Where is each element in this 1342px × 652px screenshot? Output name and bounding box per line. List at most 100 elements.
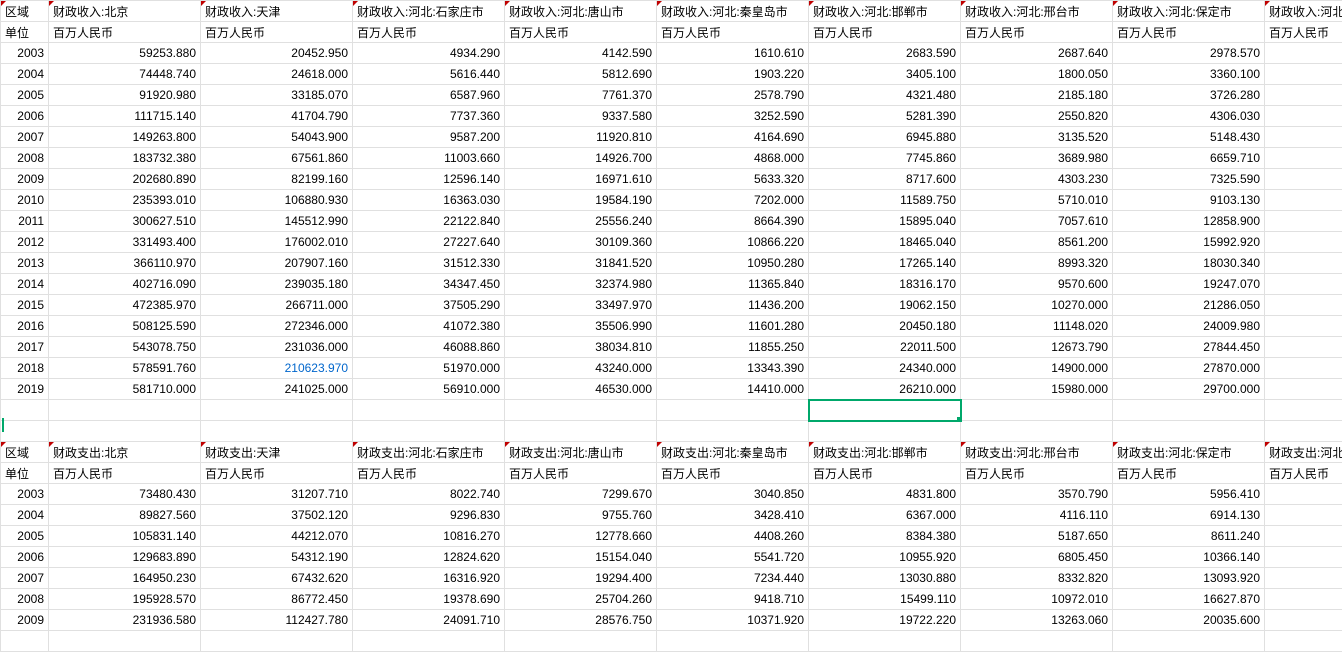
data-cell[interactable]: 4934.290 bbox=[353, 43, 505, 64]
data-cell[interactable]: 6861.340 bbox=[1265, 547, 1342, 568]
data-cell[interactable]: 183732.380 bbox=[49, 148, 201, 169]
data-cell[interactable]: 164950.230 bbox=[49, 568, 201, 589]
row-header-cell[interactable]: 区域 bbox=[1, 442, 49, 463]
data-cell[interactable]: 8022.740 bbox=[353, 484, 505, 505]
data-cell[interactable]: 207907.160 bbox=[201, 253, 353, 274]
data-cell[interactable]: 11003.660 bbox=[353, 148, 505, 169]
data-cell[interactable]: 91920.980 bbox=[49, 85, 201, 106]
data-cell[interactable]: 86772.450 bbox=[201, 589, 353, 610]
data-cell[interactable]: 21286.050 bbox=[1113, 295, 1265, 316]
column-header-cell[interactable]: 财政收入:河北:保定市 bbox=[1113, 1, 1265, 22]
data-cell[interactable] bbox=[49, 631, 201, 652]
unit-cell[interactable]: 百万人民币 bbox=[657, 463, 809, 484]
data-cell[interactable]: 2427.640 bbox=[1265, 106, 1342, 127]
row-header-cell[interactable]: 2005 bbox=[1, 85, 49, 106]
data-cell[interactable]: 41072.380 bbox=[353, 316, 505, 337]
data-cell[interactable]: 6587.960 bbox=[353, 85, 505, 106]
row-header-cell[interactable]: 2010 bbox=[1, 190, 49, 211]
data-cell[interactable]: 6914.130 bbox=[1113, 505, 1265, 526]
data-cell[interactable]: 20035.600 bbox=[1113, 610, 1265, 631]
data-cell[interactable]: 105831.140 bbox=[49, 526, 201, 547]
data-cell[interactable]: 2111.360 bbox=[1265, 85, 1342, 106]
data-cell[interactable]: 12824.620 bbox=[353, 547, 505, 568]
data-cell[interactable]: 5541.720 bbox=[657, 547, 809, 568]
row-header-cell[interactable]: 2008 bbox=[1, 589, 49, 610]
data-cell[interactable]: 41704.790 bbox=[201, 106, 353, 127]
data-cell[interactable]: 543078.750 bbox=[49, 337, 201, 358]
data-cell[interactable]: 10270.000 bbox=[961, 295, 1113, 316]
data-cell[interactable]: 176002.010 bbox=[201, 232, 353, 253]
data-cell[interactable]: 82199.160 bbox=[201, 169, 353, 190]
data-cell[interactable]: 5187.650 bbox=[961, 526, 1113, 547]
unit-cell[interactable]: 百万人民币 bbox=[961, 22, 1113, 43]
data-cell[interactable]: 11108.990 bbox=[1265, 589, 1342, 610]
data-cell[interactable]: 12858.900 bbox=[1113, 211, 1265, 232]
data-cell[interactable]: 44212.070 bbox=[201, 526, 353, 547]
data-cell[interactable]: 17265.140 bbox=[809, 253, 961, 274]
data-cell[interactable]: 2683.590 bbox=[809, 43, 961, 64]
data-cell[interactable]: 4164.690 bbox=[657, 127, 809, 148]
row-header-cell[interactable]: 2013 bbox=[1, 253, 49, 274]
row-header-cell[interactable] bbox=[1, 631, 49, 652]
column-header-cell[interactable]: 财政收入:天津 bbox=[201, 1, 353, 22]
data-cell[interactable]: 300627.510 bbox=[49, 211, 201, 232]
data-cell[interactable]: 15980.000 bbox=[961, 379, 1113, 400]
data-cell[interactable] bbox=[657, 400, 809, 421]
column-header-cell[interactable]: 财政收入:河北:邯郸市 bbox=[809, 1, 961, 22]
data-cell[interactable]: 10955.920 bbox=[809, 547, 961, 568]
row-header-cell[interactable]: 2006 bbox=[1, 547, 49, 568]
data-cell[interactable]: 241025.000 bbox=[201, 379, 353, 400]
data-cell[interactable]: 18465.040 bbox=[809, 232, 961, 253]
data-cell[interactable]: 73480.430 bbox=[49, 484, 201, 505]
data-cell[interactable]: 2978.570 bbox=[1113, 43, 1265, 64]
row-header-cell[interactable]: 2005 bbox=[1, 526, 49, 547]
data-cell[interactable] bbox=[809, 421, 961, 442]
data-cell[interactable]: 3405.100 bbox=[809, 64, 961, 85]
data-cell[interactable]: 8298.700 bbox=[1265, 211, 1342, 232]
data-cell[interactable]: 10366.140 bbox=[1113, 547, 1265, 568]
data-cell[interactable]: 9570.600 bbox=[961, 274, 1113, 295]
selected-cell[interactable] bbox=[809, 400, 961, 421]
data-cell[interactable]: 5269.790 bbox=[1265, 505, 1342, 526]
data-cell[interactable]: 3135.520 bbox=[961, 127, 1113, 148]
unit-cell[interactable]: 百万人民币 bbox=[49, 463, 201, 484]
data-cell[interactable] bbox=[505, 421, 657, 442]
data-cell[interactable]: 59253.880 bbox=[49, 43, 201, 64]
data-cell[interactable] bbox=[505, 631, 657, 652]
data-cell[interactable]: 13263.060 bbox=[961, 610, 1113, 631]
data-cell[interactable]: 14410.000 bbox=[657, 379, 809, 400]
data-cell[interactable]: 3040.850 bbox=[657, 484, 809, 505]
data-cell[interactable] bbox=[49, 421, 201, 442]
data-cell[interactable]: 3252.590 bbox=[657, 106, 809, 127]
unit-cell[interactable]: 百万人民币 bbox=[201, 22, 353, 43]
data-cell[interactable]: 31841.520 bbox=[505, 253, 657, 274]
column-header-cell[interactable]: 财政支出:河北:张家口市 bbox=[1265, 442, 1342, 463]
data-cell[interactable]: 51970.000 bbox=[353, 358, 505, 379]
data-cell[interactable] bbox=[201, 400, 353, 421]
data-cell[interactable]: 7202.000 bbox=[657, 190, 809, 211]
data-cell[interactable]: 19722.220 bbox=[809, 610, 961, 631]
data-cell[interactable]: 11846.770 bbox=[1265, 253, 1342, 274]
data-cell[interactable]: 18316.170 bbox=[809, 274, 961, 295]
data-cell[interactable]: 5812.690 bbox=[505, 64, 657, 85]
data-cell[interactable]: 14926.700 bbox=[505, 148, 657, 169]
data-cell[interactable]: 9587.200 bbox=[353, 127, 505, 148]
data-cell[interactable]: 6805.450 bbox=[961, 547, 1113, 568]
data-cell[interactable]: 31207.710 bbox=[201, 484, 353, 505]
unit-cell[interactable]: 百万人民币 bbox=[809, 463, 961, 484]
row-header-cell[interactable]: 单位 bbox=[1, 22, 49, 43]
data-cell[interactable]: 4303.230 bbox=[961, 169, 1113, 190]
data-cell[interactable]: 402716.090 bbox=[49, 274, 201, 295]
data-cell[interactable]: 3767.780 bbox=[1265, 484, 1342, 505]
data-cell[interactable]: 3689.980 bbox=[961, 148, 1113, 169]
data-cell[interactable]: 24091.710 bbox=[353, 610, 505, 631]
data-cell[interactable]: 11855.250 bbox=[657, 337, 809, 358]
unit-cell[interactable]: 百万人民币 bbox=[657, 22, 809, 43]
data-cell[interactable]: 8993.320 bbox=[961, 253, 1113, 274]
data-cell[interactable] bbox=[1113, 400, 1265, 421]
data-cell[interactable]: 33497.970 bbox=[505, 295, 657, 316]
data-cell[interactable]: 19378.690 bbox=[353, 589, 505, 610]
data-cell[interactable]: 46088.860 bbox=[353, 337, 505, 358]
data-cell[interactable]: 9337.580 bbox=[505, 106, 657, 127]
data-cell[interactable]: 8384.380 bbox=[809, 526, 961, 547]
